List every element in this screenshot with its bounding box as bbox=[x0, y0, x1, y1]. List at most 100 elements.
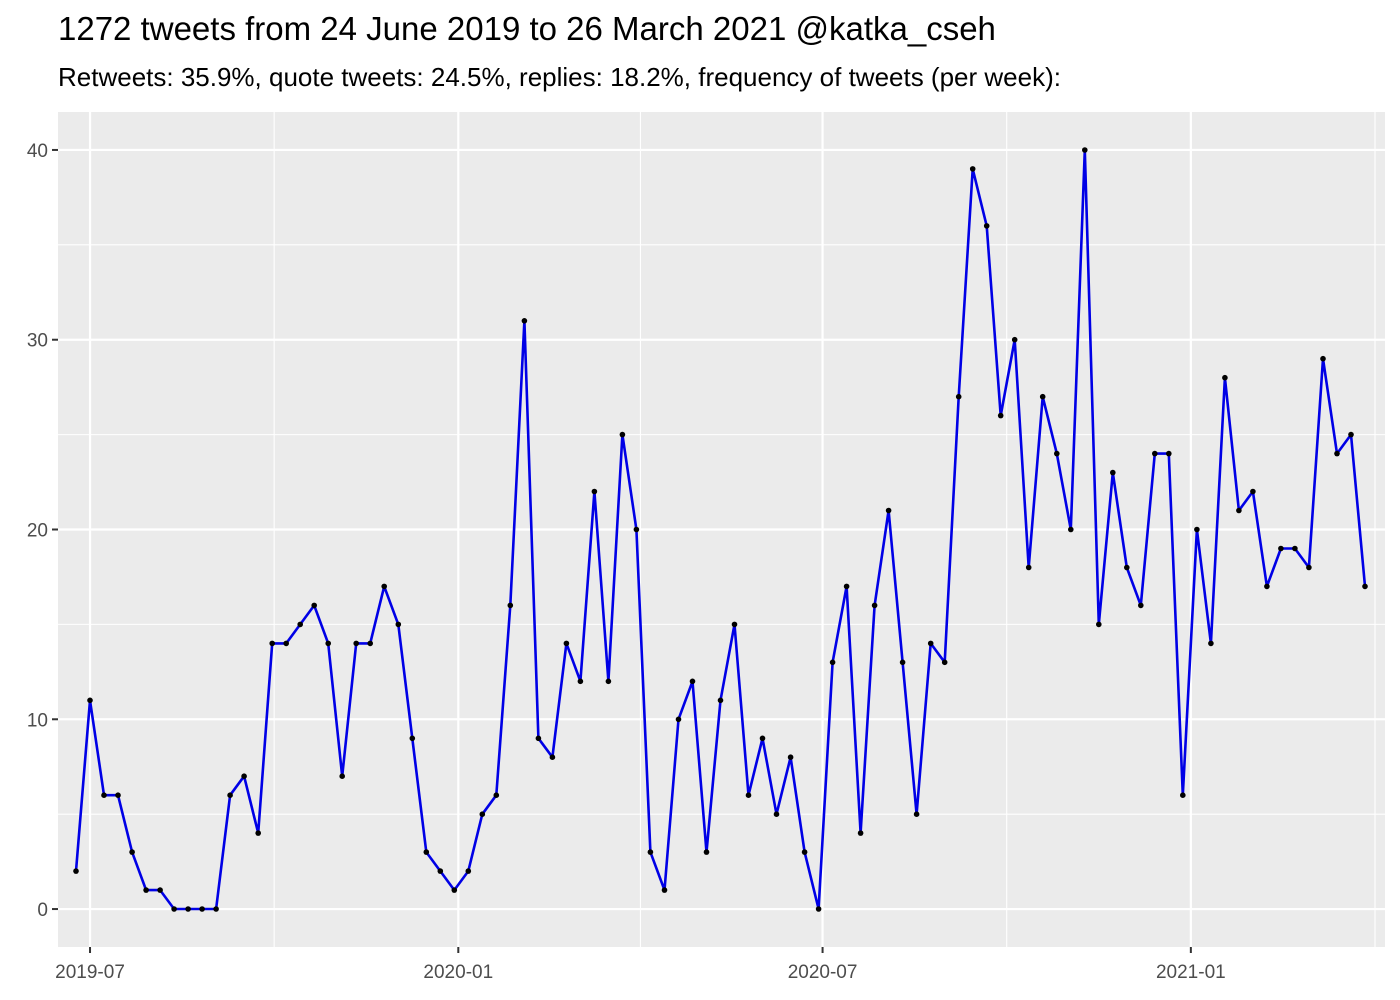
data-point bbox=[1264, 583, 1270, 590]
data-point bbox=[647, 849, 654, 855]
data-point bbox=[227, 792, 233, 798]
data-point bbox=[493, 792, 500, 798]
data-point bbox=[955, 393, 962, 400]
chart-title: 1272 tweets from 24 June 2019 to 26 Marc… bbox=[58, 10, 996, 47]
data-point bbox=[423, 849, 430, 855]
data-point bbox=[1278, 545, 1284, 552]
data-point bbox=[731, 621, 738, 628]
data-point bbox=[899, 659, 906, 666]
data-point bbox=[143, 887, 149, 893]
data-point bbox=[1348, 431, 1354, 438]
data-point bbox=[815, 906, 822, 912]
data-point bbox=[1236, 507, 1242, 514]
major-gridlines bbox=[58, 112, 1385, 947]
data-point bbox=[983, 223, 990, 229]
data-point bbox=[871, 602, 878, 609]
data-point bbox=[367, 640, 374, 647]
data-point bbox=[535, 735, 542, 742]
data-point bbox=[507, 602, 514, 609]
data-point bbox=[689, 678, 696, 685]
data-point bbox=[969, 166, 976, 172]
data-point bbox=[1334, 450, 1340, 457]
y-axis: 0 10 20 30 40 bbox=[27, 141, 58, 921]
data-point bbox=[283, 640, 290, 647]
data-point bbox=[1152, 450, 1158, 457]
data-point bbox=[395, 621, 402, 628]
data-point bbox=[241, 773, 247, 779]
data-point bbox=[521, 318, 528, 324]
data-point bbox=[1025, 564, 1032, 571]
data-point bbox=[885, 507, 892, 514]
data-point bbox=[549, 754, 556, 760]
data-point bbox=[157, 887, 163, 893]
data-point bbox=[213, 906, 219, 912]
data-point bbox=[1124, 564, 1130, 571]
data-point bbox=[311, 602, 318, 609]
data-point bbox=[1166, 450, 1172, 457]
data-point bbox=[339, 773, 346, 779]
data-point bbox=[745, 792, 752, 798]
data-point bbox=[73, 868, 79, 874]
data-point bbox=[1068, 526, 1074, 533]
data-point bbox=[465, 868, 472, 874]
data-point bbox=[927, 640, 934, 647]
data-point bbox=[787, 754, 794, 760]
data-point bbox=[577, 678, 584, 685]
data-point bbox=[479, 811, 486, 817]
chart-subtitle: Retweets: 35.9%, quote tweets: 24.5%, re… bbox=[58, 62, 1061, 92]
data-point bbox=[717, 697, 724, 704]
data-point bbox=[941, 659, 948, 666]
data-point bbox=[381, 583, 388, 590]
y-tick-label: 20 bbox=[27, 521, 48, 542]
data-point bbox=[1180, 792, 1186, 798]
y-tick-label: 0 bbox=[37, 900, 48, 921]
data-point bbox=[1039, 393, 1046, 400]
data-point bbox=[913, 811, 920, 817]
data-point bbox=[1306, 564, 1312, 571]
data-point bbox=[1054, 450, 1060, 457]
data-point bbox=[1194, 526, 1200, 533]
data-point bbox=[1110, 469, 1116, 476]
data-point bbox=[1011, 336, 1018, 343]
data-point bbox=[129, 849, 135, 855]
data-point bbox=[1320, 355, 1326, 362]
y-tick-label: 10 bbox=[27, 710, 48, 731]
data-point bbox=[437, 868, 444, 874]
data-point bbox=[661, 887, 668, 893]
data-point bbox=[773, 811, 780, 817]
data-point bbox=[255, 830, 261, 836]
series-tweets-per-week bbox=[73, 147, 1368, 912]
data-point bbox=[87, 697, 93, 704]
data-point bbox=[591, 488, 598, 495]
data-point bbox=[101, 792, 107, 798]
data-point bbox=[325, 640, 332, 647]
data-point bbox=[115, 792, 121, 798]
data-point bbox=[451, 887, 458, 893]
data-point bbox=[297, 621, 304, 628]
data-point bbox=[409, 735, 416, 742]
y-tick-label: 40 bbox=[27, 141, 48, 162]
data-point bbox=[1362, 583, 1368, 590]
data-point bbox=[605, 678, 612, 685]
data-point bbox=[759, 735, 766, 742]
x-tick-label: 2019-07 bbox=[55, 962, 125, 983]
data-point bbox=[997, 412, 1004, 419]
data-point bbox=[675, 716, 682, 723]
y-tick-label: 30 bbox=[27, 331, 48, 352]
data-point bbox=[171, 906, 177, 912]
data-point bbox=[1292, 545, 1298, 552]
data-point bbox=[563, 640, 570, 647]
data-point bbox=[353, 640, 360, 647]
data-point bbox=[1096, 621, 1102, 628]
data-point bbox=[633, 526, 640, 533]
data-point bbox=[829, 659, 836, 666]
data-point bbox=[269, 640, 276, 647]
data-point bbox=[1250, 488, 1256, 495]
data-point bbox=[185, 906, 191, 912]
data-point bbox=[843, 583, 850, 590]
data-point bbox=[1222, 374, 1228, 381]
data-point bbox=[801, 849, 808, 855]
x-axis: 2019-07 2020-01 2020-07 2021-01 bbox=[55, 947, 1226, 983]
data-point bbox=[619, 431, 626, 438]
